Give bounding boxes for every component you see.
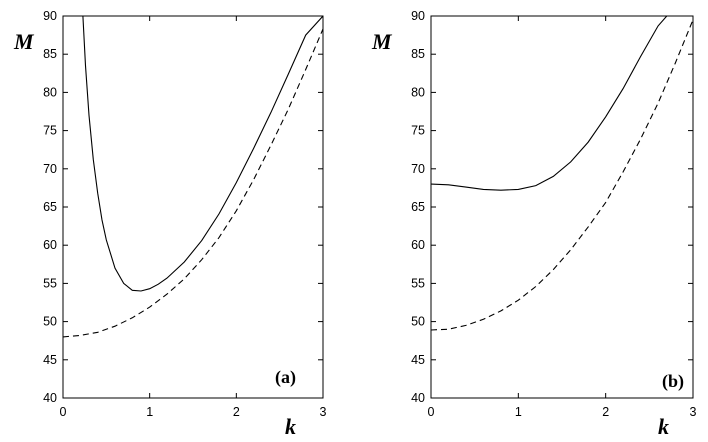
panel-label: (b) [662,371,684,392]
y-tick-label: 90 [43,9,57,23]
y-tick-label: 40 [43,391,57,405]
y-tick-label: 85 [411,47,425,61]
series-solid-line [82,16,323,292]
y-tick-label: 70 [411,162,425,176]
x-axis-label: k [658,414,669,439]
y-tick-label: 40 [411,391,425,405]
y-tick-label: 55 [411,276,425,290]
y-tick-label: 60 [411,238,425,252]
x-tick-label: 2 [602,405,609,419]
y-tick-label: 65 [411,200,425,214]
y-tick-label: 45 [43,353,57,367]
panel-a: 40 45 50 55 60 65 70 75 80 85 90 0 1 2 3 Mk (a) [13,9,327,439]
y-tick-label: 60 [43,238,57,252]
y-tick-label: 80 [43,85,57,99]
y-tick-label: 75 [411,124,425,138]
x-tick-label: 3 [320,405,327,419]
series-dashed-line [431,19,693,331]
x-tick-label: 3 [690,405,697,419]
x-axis-label: k [285,414,296,439]
x-tick-label: 0 [60,405,67,419]
x-tick-label: 1 [146,405,153,419]
panel-label: (a) [275,367,296,388]
y-tick-label: 45 [411,353,425,367]
x-tick-label: 1 [515,405,522,419]
x-tick-label: 0 [428,405,435,419]
y-tick-label: 55 [43,276,57,290]
y-tick-label: 75 [43,124,57,138]
series-solid-line [431,16,668,191]
y-tick-label: 50 [411,315,425,329]
series-dashed-line [63,28,323,338]
y-tick-label: 90 [411,9,425,23]
y-axis-label: M [371,29,393,54]
y-tick-label: 85 [43,47,57,61]
axes-frame [430,15,694,399]
axes-frame [62,15,324,399]
x-tick-label: 2 [233,405,240,419]
y-tick-label: 50 [43,315,57,329]
y-axis-label: M [13,29,35,54]
y-tick-label: 70 [43,162,57,176]
y-tick-label: 65 [43,200,57,214]
y-tick-label: 80 [411,85,425,99]
panel-b: 40 45 50 55 60 65 70 75 80 85 90 0 1 2 3 Mk (b) [371,9,697,439]
